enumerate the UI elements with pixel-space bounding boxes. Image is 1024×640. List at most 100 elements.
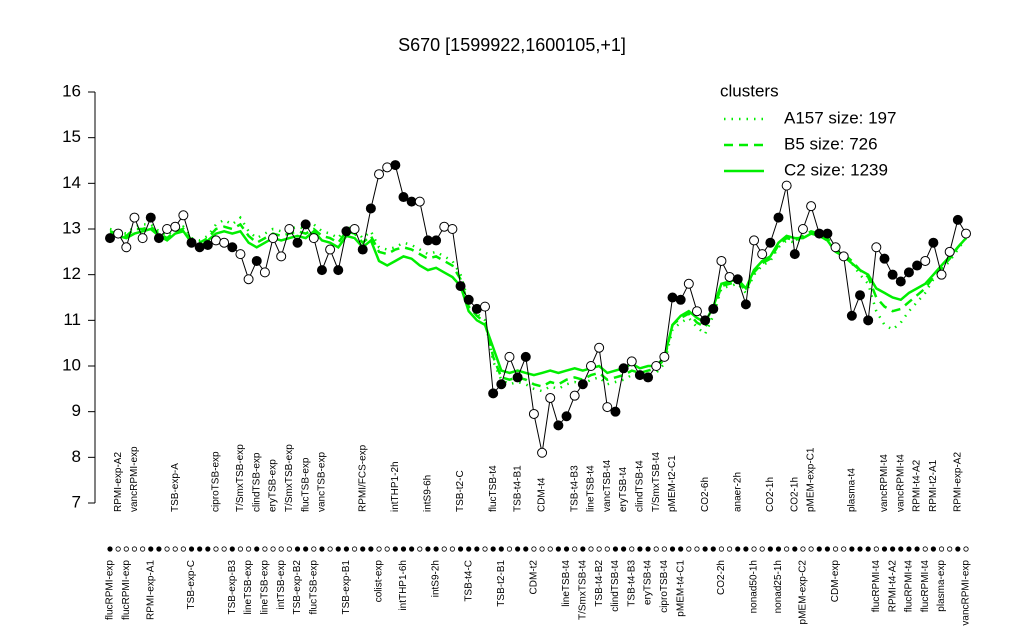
data-point	[528, 408, 539, 419]
rug-marker	[245, 546, 252, 552]
rug-marker	[563, 546, 570, 552]
x-tick-label: TSB-t2-B1	[496, 560, 507, 607]
data-point	[830, 242, 841, 253]
x-tick-label: lineTSB-t4	[586, 465, 597, 512]
rug-marker	[637, 546, 643, 552]
x-tick-label: lineTSB-exp	[243, 560, 254, 615]
data-point	[186, 237, 197, 248]
x-tick-label: intS9-2h	[431, 560, 442, 597]
x-tick-label: flucTSB-t4	[488, 465, 499, 512]
rug-marker	[841, 546, 847, 552]
data-point	[610, 406, 621, 417]
data-point	[374, 169, 385, 180]
rug-marker	[360, 546, 366, 552]
x-tick-label: clindTSB-t4	[635, 460, 646, 512]
rug-marker	[409, 546, 415, 552]
rug-marker	[865, 546, 871, 552]
x-tick-label: CDM-exp	[830, 560, 841, 603]
data-point	[121, 242, 132, 253]
rug-marker	[351, 546, 358, 552]
y-tick-label: 7	[72, 492, 81, 511]
data-point	[292, 237, 303, 248]
rug-marker	[620, 546, 627, 552]
rug-marker	[417, 546, 423, 552]
rug-marker	[172, 546, 178, 552]
cluster-line	[109, 227, 967, 377]
rug-marker	[661, 546, 667, 552]
rug-marker	[148, 546, 154, 552]
rug-marker	[335, 546, 341, 552]
rug-marker	[262, 546, 268, 552]
data-point	[333, 265, 344, 276]
data-point	[382, 162, 393, 173]
data-point	[757, 249, 768, 260]
data-point	[390, 160, 401, 171]
rug-marker	[131, 546, 138, 552]
data-point	[944, 246, 955, 257]
x-tick-label: flucRPMI-exp	[121, 560, 132, 620]
data-point	[268, 233, 279, 244]
data-point	[691, 306, 702, 317]
x-tick-label: intTSB-exp	[276, 560, 287, 610]
rug-marker	[726, 546, 733, 552]
rug-marker	[767, 546, 773, 552]
x-tick-label: TSB-t4-B2	[594, 560, 605, 607]
x-tick-label: CO2-1h	[765, 477, 776, 512]
rug-marker	[164, 546, 170, 552]
data-point	[765, 237, 776, 248]
data-point	[643, 372, 654, 383]
rug-marker	[580, 546, 586, 552]
data-point	[153, 233, 164, 244]
data-point	[585, 361, 596, 371]
rug-marker	[180, 546, 186, 552]
rug-marker	[368, 546, 374, 552]
x-tick-label: lineTSB-t4	[561, 560, 572, 607]
data-point	[675, 294, 686, 305]
x-tick-label: RPMI-t4-A2	[887, 560, 898, 613]
data-point	[887, 269, 898, 280]
x-tick-label: T/SmxTSB-exp	[235, 444, 246, 512]
rug-marker	[539, 546, 545, 552]
data-point	[740, 299, 751, 310]
rug-marker	[156, 546, 162, 552]
x-tick-label: vancRPMI-t4	[895, 454, 906, 512]
data-point	[431, 235, 442, 246]
x-tick-label: pMEM-exp-C2	[798, 560, 809, 625]
data-point	[414, 196, 425, 207]
rug-marker	[751, 546, 757, 552]
rug-marker	[188, 546, 195, 552]
data-point	[170, 221, 181, 232]
data-point	[903, 267, 914, 278]
x-tick-label: intTHP1-6h	[398, 560, 409, 611]
data-point	[749, 235, 760, 246]
rug-marker	[718, 546, 725, 552]
rug-marker	[612, 546, 619, 552]
rug-marker	[800, 546, 806, 552]
rug-marker	[784, 546, 790, 552]
rug-marker	[213, 546, 219, 552]
rug-marker	[857, 546, 863, 552]
data-point	[406, 196, 417, 207]
x-tick-label: TSB-exp-A	[170, 463, 181, 512]
data-point	[349, 224, 360, 234]
y-tick-label: 13	[62, 218, 81, 237]
data-point	[496, 379, 507, 390]
x-tick-label: TSB-exp-B1	[341, 560, 352, 615]
data-point	[471, 303, 482, 314]
rug-marker	[629, 546, 635, 552]
data-point	[716, 255, 727, 266]
rug-marker	[914, 546, 920, 552]
rug-marker	[229, 546, 235, 552]
rug-marker	[832, 546, 839, 552]
rug-marker	[392, 546, 398, 552]
x-tick-label: TSB-t2-C	[455, 470, 466, 512]
rug-marker	[441, 546, 447, 552]
x-tick-label: vancRPMI-t4	[879, 454, 890, 512]
rug-marker	[278, 546, 284, 552]
y-tick-label: 15	[62, 127, 81, 146]
rug-marker	[775, 546, 782, 552]
data-point	[626, 356, 637, 367]
x-tick-label: flucRPMI-t4	[920, 560, 931, 613]
rug-marker	[311, 546, 317, 552]
